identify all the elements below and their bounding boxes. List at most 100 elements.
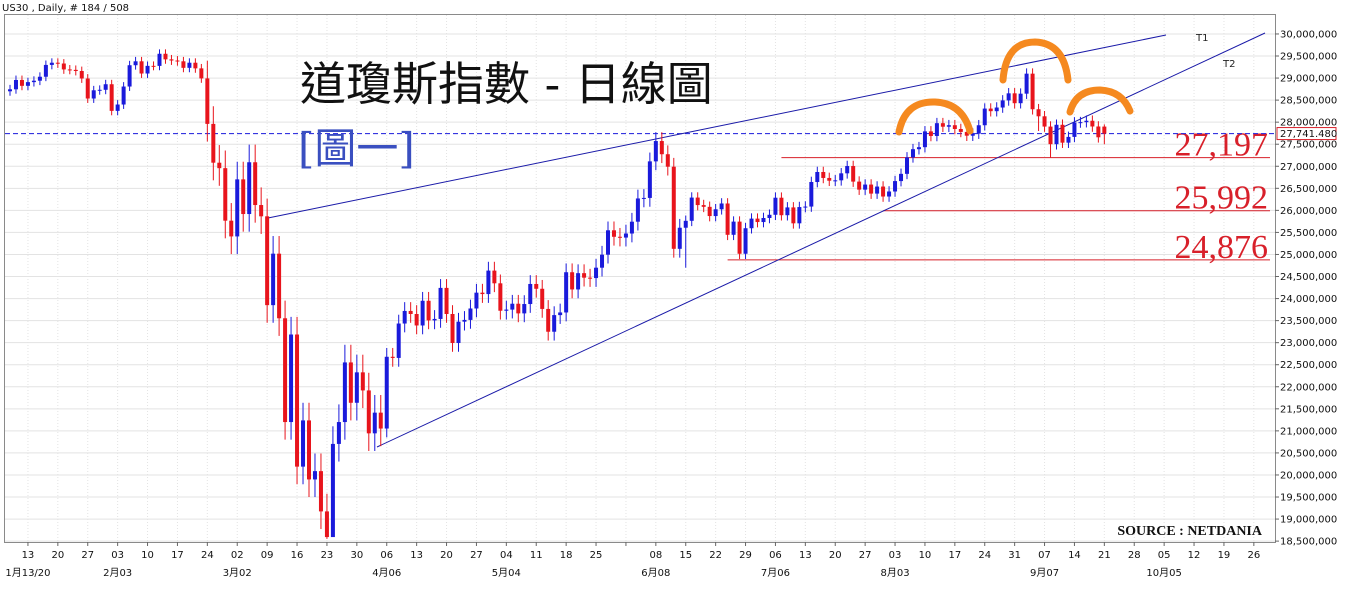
candle-body <box>133 61 138 66</box>
candle-body <box>289 334 294 423</box>
source: SOURCE : NETDANIA <box>1117 524 1263 539</box>
trendline <box>267 34 1167 219</box>
candle-body <box>540 288 545 309</box>
month-label: 3月02 <box>223 567 252 579</box>
y-tick-label: 21,000,000 <box>1280 426 1337 437</box>
arc <box>1066 86 1134 116</box>
candle-body <box>390 356 395 358</box>
y-tick-label: 29,500,000 <box>1280 52 1337 63</box>
candle-body <box>827 177 832 181</box>
candle-body <box>109 84 114 111</box>
candle-body <box>1090 120 1095 127</box>
month-label: 1月13/20 <box>5 567 50 579</box>
month-label: 9月07 <box>1030 567 1059 579</box>
candle-body <box>617 236 622 238</box>
month-label: 10月05 <box>1146 567 1181 579</box>
candle-body <box>779 197 784 216</box>
x-tick-label: 20 <box>440 550 453 561</box>
candle-body <box>121 86 126 105</box>
candle-body <box>671 166 676 249</box>
x-tick-label: 10 <box>141 550 154 561</box>
candle-body <box>958 128 963 132</box>
candle-body <box>1012 93 1017 104</box>
y-tick-label: 23,500,000 <box>1280 316 1337 327</box>
y-tick-label: 23,000,000 <box>1280 338 1337 349</box>
candle-body <box>1048 126 1053 145</box>
candle-body <box>683 220 688 228</box>
candle-body <box>863 184 868 190</box>
candle-body <box>444 287 449 315</box>
candle-body <box>492 270 497 284</box>
y-tick-label: 27,000,000 <box>1280 162 1337 173</box>
candle-body <box>127 65 132 87</box>
candle-body <box>839 173 844 181</box>
x-tick-label: 09 <box>261 550 274 561</box>
candle-body <box>725 203 730 235</box>
candle-body <box>1060 124 1065 143</box>
x-tick-label: 29 <box>739 550 752 561</box>
candle-body <box>833 180 838 182</box>
candle-body <box>988 108 993 112</box>
y-tick-label: 25,000,000 <box>1280 250 1337 261</box>
month-label: 6月08 <box>641 567 670 579</box>
candle-body <box>851 166 856 182</box>
x-tick-label: 19 <box>1218 550 1231 561</box>
candle-body <box>809 182 814 207</box>
candle-body <box>163 53 168 60</box>
y-tick-label: 21,500,000 <box>1280 404 1337 415</box>
candle-body <box>456 321 461 343</box>
candle-body <box>402 310 407 324</box>
candle-body <box>1084 120 1089 123</box>
candle-body <box>928 131 933 136</box>
candle-body <box>253 162 258 206</box>
candle-body <box>474 292 479 309</box>
y-tick-label: 26,000,000 <box>1280 206 1337 217</box>
candle-body <box>462 319 467 322</box>
candle-body <box>205 78 210 124</box>
candle-body <box>1024 73 1029 94</box>
candle-body <box>480 292 485 295</box>
candle-body <box>396 323 401 358</box>
x-tick-label: 13 <box>22 550 35 561</box>
candle-body <box>247 162 252 215</box>
x-tick-label: 17 <box>948 550 961 561</box>
candle-body <box>1072 122 1077 137</box>
candle-body <box>342 362 347 423</box>
candle-body <box>91 90 96 99</box>
candle-body <box>49 62 54 65</box>
candle-body <box>372 412 377 434</box>
y-tick-label: 19,000,000 <box>1280 515 1337 526</box>
candle-body <box>910 149 915 158</box>
y-tick-label: 19,500,000 <box>1280 493 1337 504</box>
candle-body <box>324 511 329 538</box>
candle-body <box>271 253 276 306</box>
candle-body <box>952 125 957 129</box>
candle-body <box>522 304 527 314</box>
y-tick-label: 20,500,000 <box>1280 448 1337 459</box>
candle-body <box>307 420 311 480</box>
candle-body <box>623 233 628 238</box>
candle-body <box>360 372 365 391</box>
x-tick-label: 20 <box>829 550 842 561</box>
candle-body <box>1036 109 1041 117</box>
candle-body <box>486 270 491 295</box>
candle-body <box>964 131 969 136</box>
candle-body <box>677 227 682 249</box>
candle-body <box>659 141 664 155</box>
candle-body <box>414 314 419 326</box>
x-tick-label: 13 <box>410 550 423 561</box>
candle-body <box>438 287 443 319</box>
trendline-label: T1 <box>1195 33 1208 44</box>
level-label: 24,876 <box>1175 229 1269 266</box>
x-tick-label: 18 <box>560 550 573 561</box>
candle-body <box>85 78 90 99</box>
candle-body <box>151 65 156 67</box>
candle-body <box>905 157 909 174</box>
candle-body <box>318 471 323 512</box>
candle-body <box>31 80 36 83</box>
x-tick-label: 27 <box>81 550 94 561</box>
candle-body <box>265 216 270 306</box>
candle-body <box>869 184 874 194</box>
candle-body <box>665 154 670 167</box>
